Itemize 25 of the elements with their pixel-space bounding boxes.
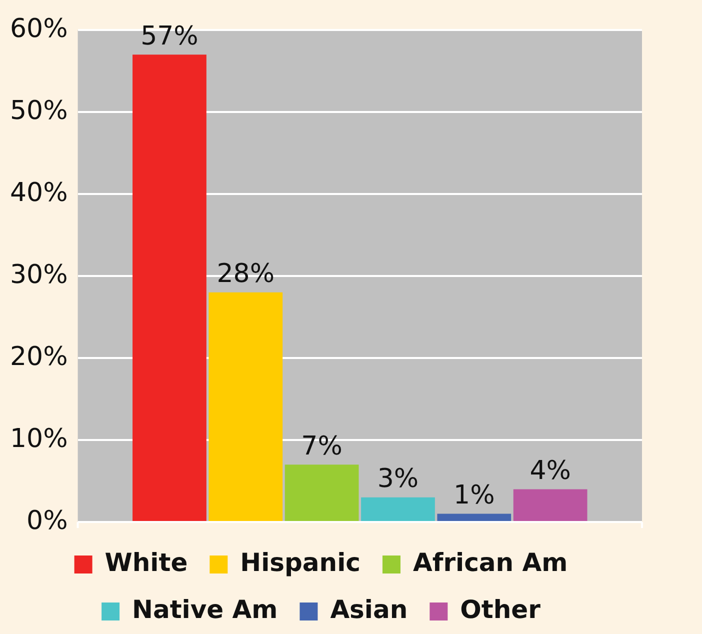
legend-label: Hispanic bbox=[240, 548, 360, 577]
data-label: 7% bbox=[301, 431, 342, 462]
bar bbox=[132, 54, 206, 521]
legend-label: Asian bbox=[330, 595, 408, 624]
data-label: 57% bbox=[140, 21, 198, 52]
legend-label: Native Am bbox=[132, 595, 278, 624]
y-tick-label: 60% bbox=[10, 14, 68, 44]
bar bbox=[513, 489, 588, 521]
y-tick-label: 10% bbox=[10, 424, 68, 454]
y-tick-label: 50% bbox=[10, 96, 68, 126]
y-tick-label: 40% bbox=[10, 178, 68, 208]
legend-label: Other bbox=[460, 595, 542, 624]
y-tick-label: 30% bbox=[10, 260, 68, 290]
y-tick-label: 20% bbox=[10, 342, 68, 372]
bar bbox=[284, 464, 359, 521]
bar bbox=[437, 514, 512, 521]
data-label: 1% bbox=[454, 480, 495, 511]
data-label: 4% bbox=[530, 456, 571, 486]
legend-label: African Am bbox=[412, 548, 568, 577]
legend-label: White bbox=[104, 548, 188, 577]
bar bbox=[208, 292, 283, 521]
data-label: 3% bbox=[377, 464, 419, 494]
bar bbox=[361, 497, 435, 521]
data-label: 28% bbox=[216, 259, 275, 290]
y-tick-label: 0% bbox=[26, 506, 68, 536]
